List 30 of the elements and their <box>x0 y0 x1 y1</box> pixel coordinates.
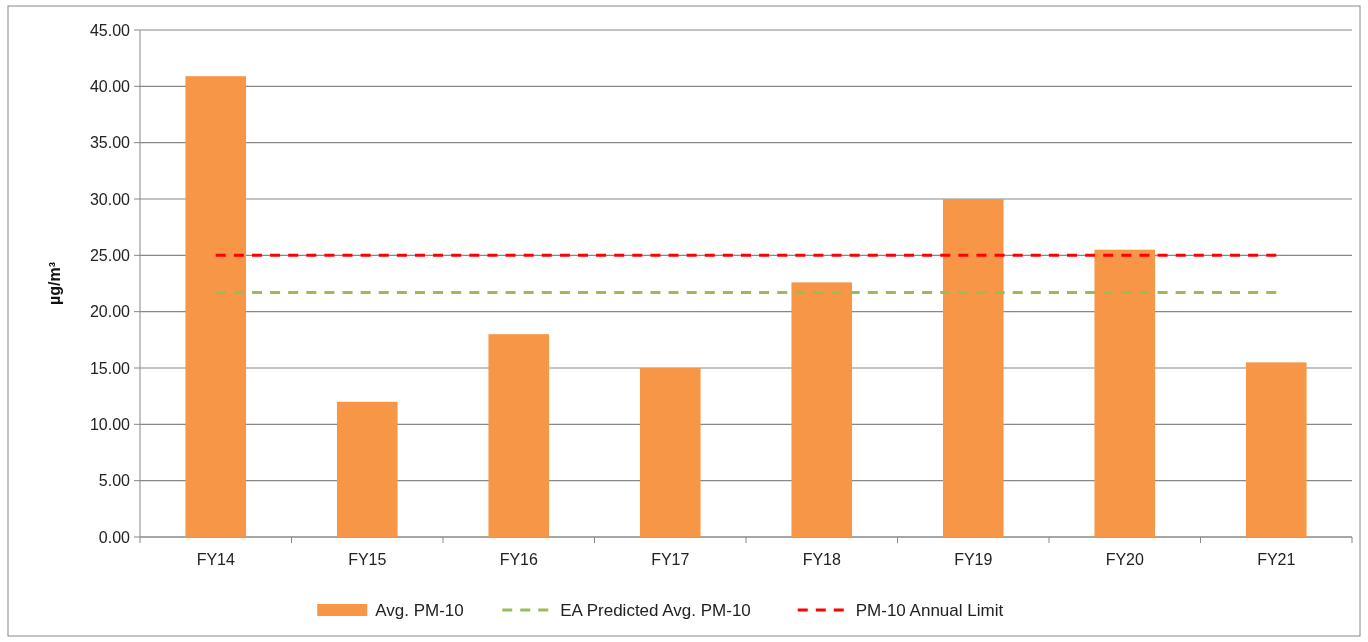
legend-label: PM-10 Annual Limit <box>855 600 1004 620</box>
y-tick-label: 45.00 <box>89 21 131 39</box>
legend-label: Avg. PM-10 <box>375 600 464 620</box>
bar <box>1245 362 1307 537</box>
y-tick-label: 15.00 <box>89 359 131 377</box>
bar <box>639 368 701 537</box>
y-tick-label: 5.00 <box>98 472 131 490</box>
y-tick-label: 40.00 <box>89 77 131 95</box>
y-tick-label: 35.00 <box>89 134 131 152</box>
bar <box>488 334 550 537</box>
x-tick-label: FY16 <box>499 551 538 568</box>
bar <box>1094 249 1156 537</box>
x-tick-label: FY21 <box>1257 551 1296 568</box>
x-tick-label: FY14 <box>196 551 235 568</box>
x-tick-label: FY19 <box>954 551 993 568</box>
x-tick-label: FY15 <box>348 551 387 568</box>
bar <box>791 282 853 537</box>
x-tick-label: FY20 <box>1105 551 1144 568</box>
bar <box>942 199 1004 537</box>
bar <box>336 401 398 537</box>
y-tick-label: 30.00 <box>89 190 131 208</box>
bar <box>185 76 247 537</box>
y-tick-label: 10.00 <box>89 415 131 433</box>
y-axis-title: µg/m³ <box>46 262 63 305</box>
x-tick-label: FY17 <box>651 551 690 568</box>
legend-label: EA Predicted Avg. PM-10 <box>560 600 751 620</box>
y-tick-label: 20.00 <box>89 303 131 321</box>
y-tick-label: 25.00 <box>89 246 131 264</box>
y-tick-label: 0.00 <box>98 528 131 546</box>
x-tick-label: FY18 <box>802 551 841 568</box>
